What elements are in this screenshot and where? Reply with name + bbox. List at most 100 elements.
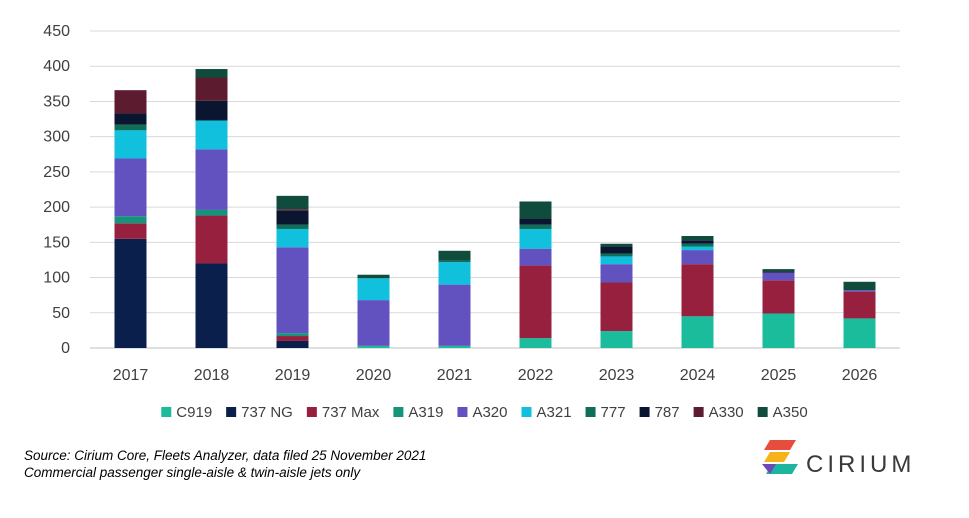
bar-segment: [195, 209, 228, 216]
legend-swatch: [393, 407, 404, 417]
legend-label: A321: [537, 404, 572, 421]
bar-segment: [519, 248, 552, 266]
bar-segment: [843, 290, 876, 292]
x-axis-ticks: 2017 2018 2019 2020 2021 2022 2023 2024 2025 2026: [113, 367, 878, 384]
bar-segment: [438, 262, 471, 285]
bar-segment: [762, 280, 795, 314]
bar-segment: [519, 201, 552, 219]
bars: [114, 69, 876, 348]
bar-segment: [114, 223, 147, 239]
bar-segment: [276, 247, 309, 334]
bar-segment: [438, 345, 471, 348]
legend-swatch: [161, 407, 172, 417]
x-tick-label: 2022: [518, 367, 554, 384]
bar-segment: [276, 195, 309, 210]
bar-segment: [600, 331, 633, 348]
legend-label: 787: [655, 404, 680, 421]
bar-segment: [357, 345, 390, 348]
bar-segment: [438, 250, 471, 261]
y-tick-label: 350: [43, 93, 70, 110]
x-tick-label: 2018: [194, 367, 230, 384]
bar-segment: [357, 274, 390, 279]
bar-segment: [195, 120, 228, 150]
y-tick-label: 450: [43, 23, 70, 40]
x-tick-label: 2025: [761, 367, 797, 384]
bar-segment: [681, 243, 714, 247]
bar-segment: [681, 240, 714, 244]
y-tick-label: 150: [43, 234, 70, 251]
legend-swatch: [226, 407, 237, 417]
bar-segment: [195, 69, 228, 78]
bar-segment: [276, 228, 309, 248]
legend: C919 737 NG 737 Max A319 A320 A321 777 787 A330 A…: [161, 404, 808, 421]
bar-segment: [519, 338, 552, 348]
legend-label: A350: [773, 404, 808, 421]
bar-segment: [681, 235, 714, 241]
legend-label: 737 NG: [241, 404, 293, 421]
bar-segment: [681, 316, 714, 348]
x-tick-label: 2024: [680, 367, 716, 384]
x-tick-label: 2017: [113, 367, 149, 384]
bar-segment: [195, 215, 228, 264]
source-line-2: Commercial passenger single-aisle & twin…: [24, 465, 361, 480]
bar-segment: [276, 224, 309, 229]
legend-label: A330: [709, 404, 744, 421]
bar-segment: [519, 228, 552, 249]
x-tick-label: 2019: [275, 367, 311, 384]
bar-segment: [519, 218, 552, 225]
bar-segment: [114, 90, 147, 114]
cirium-logo-mark: CIRIUM: [762, 440, 915, 478]
bar-segment: [195, 77, 228, 101]
y-tick-label: 50: [52, 305, 70, 322]
bar-segment: [600, 256, 633, 265]
legend-label: A320: [472, 404, 507, 421]
legend-swatch: [757, 407, 768, 417]
cirium-logo: CIRIUM: [762, 438, 922, 493]
bar-segment: [519, 265, 552, 339]
source-note: Source: Cirium Core, Fleets Analyzer, da…: [24, 447, 426, 481]
bar-segment: [438, 284, 471, 346]
bar-segment: [276, 333, 309, 337]
bar-segment: [600, 253, 633, 257]
legend-label: C919: [176, 404, 212, 421]
logo-shape: [764, 440, 796, 450]
bar-segment: [600, 246, 633, 254]
bar-segment: [600, 264, 633, 283]
bar-segment: [843, 281, 876, 291]
bar-segment: [195, 149, 228, 210]
bar-segment: [762, 271, 795, 273]
x-tick-label: 2023: [599, 367, 635, 384]
bar-segment: [276, 210, 309, 225]
bar-segment: [357, 278, 390, 301]
legend-swatch: [639, 407, 650, 417]
y-tick-label: 200: [43, 199, 70, 216]
bar-segment: [114, 124, 147, 131]
logo-shape: [762, 464, 776, 474]
bar-segment: [762, 269, 795, 272]
legend-swatch: [693, 407, 704, 417]
bar-segment: [276, 209, 309, 211]
bar-segment: [276, 340, 309, 348]
y-tick-label: 100: [43, 270, 70, 287]
legend-label: 777: [601, 404, 626, 421]
cirium-logo-text: CIRIUM: [806, 451, 915, 478]
legend-label: A319: [408, 404, 443, 421]
bar-segment: [114, 113, 147, 125]
x-tick-label: 2021: [437, 367, 473, 384]
legend-swatch: [521, 407, 532, 417]
bar-segment: [762, 313, 795, 348]
stacked-bar-chart: 0 50 100 150 200 250 300 350 400 450 2017 2018 2019…: [43, 23, 900, 384]
bar-segment: [114, 158, 147, 217]
y-tick-label: 300: [43, 129, 70, 146]
bar-segment: [681, 246, 714, 251]
y-tick-label: 250: [43, 164, 70, 181]
y-axis-ticks: 0 50 100 150 200 250 300 350 400 450: [43, 23, 70, 357]
bar-segment: [276, 336, 309, 341]
bar-segment: [681, 250, 714, 265]
bar-segment: [681, 264, 714, 317]
x-tick-label: 2020: [356, 367, 392, 384]
source-line-1: Source: Cirium Core, Fleets Analyzer, da…: [24, 448, 427, 463]
bar-segment: [195, 100, 228, 121]
bar-segment: [600, 243, 633, 247]
bar-segment: [600, 282, 633, 332]
